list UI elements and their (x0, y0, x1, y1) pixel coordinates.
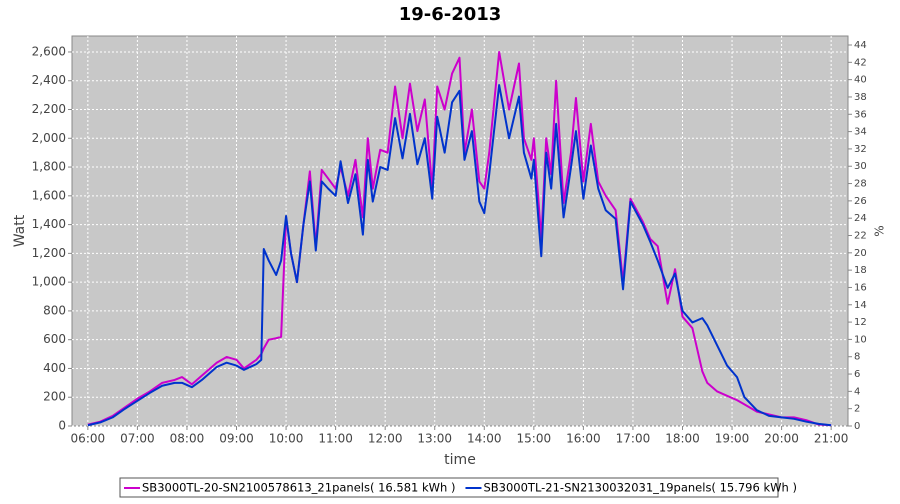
y2-axis-label: % (873, 225, 887, 236)
y2-tick-label: 40 (854, 75, 867, 86)
y-tick-label: 2,000 (32, 131, 66, 145)
x-tick-label: 07:00 (120, 432, 155, 446)
y-tick-label: 1,600 (32, 188, 66, 202)
y2-tick-label: 20 (854, 248, 867, 259)
x-tick-label: 09:00 (219, 432, 254, 446)
y2-tick-label: 42 (854, 57, 867, 68)
y-tick-label: 1,000 (32, 275, 66, 289)
y2-tick-label: 14 (854, 300, 867, 311)
legend-label: SB3000TL-21-SN2130032031_19panels( 15.79… (483, 481, 796, 495)
legend-label: SB3000TL-20-SN2100578613_21panels( 16.58… (142, 481, 455, 495)
y2-tick-label: 10 (854, 334, 867, 345)
y2-tick-label: 34 (854, 127, 867, 138)
x-tick-label: 20:00 (764, 432, 799, 446)
y-tick-label: 2,600 (32, 44, 66, 58)
series-line (87, 50, 832, 427)
y-tick-label: 200 (43, 390, 66, 404)
y-tick-label: 0 (58, 419, 66, 433)
y2-tick-label: 2 (854, 404, 860, 415)
y2-tick-label: 44 (854, 40, 867, 51)
x-tick-label: 18:00 (665, 432, 700, 446)
y-tick-label: 1,400 (32, 217, 66, 231)
x-tick-label: 14:00 (467, 432, 502, 446)
x-tick-label: 08:00 (170, 432, 205, 446)
y-tick-label: 400 (43, 361, 66, 375)
y-tick-label: 800 (43, 303, 66, 317)
y2-tick-label: 16 (854, 282, 867, 293)
y2-tick-label: 38 (854, 92, 867, 103)
y2-tick-label: 8 (854, 352, 860, 363)
y-tick-label: 2,400 (32, 73, 66, 87)
y2-tick-label: 36 (854, 109, 867, 120)
y-axis-label: Watt (12, 214, 28, 247)
x-tick-label: 16:00 (566, 432, 601, 446)
x-tick-label: 17:00 (616, 432, 651, 446)
x-tick-label: 19:00 (715, 432, 750, 446)
y-tick-label: 1,800 (32, 160, 66, 174)
y-tick-label: 1,200 (32, 246, 66, 260)
y-tick-label: 600 (43, 332, 66, 346)
x-tick-label: 11:00 (318, 432, 353, 446)
y2-tick-label: 22 (854, 231, 867, 242)
y2-tick-label: 18 (854, 265, 867, 276)
y2-tick-label: 26 (854, 196, 867, 207)
y2-tick-label: 30 (854, 161, 867, 172)
x-axis-label: time (444, 452, 476, 468)
y2-tick-label: 6 (854, 369, 860, 380)
x-tick-label: 15:00 (517, 432, 552, 446)
x-tick-label: 21:00 (814, 432, 849, 446)
y2-tick-label: 24 (854, 213, 867, 224)
x-tick-label: 06:00 (71, 432, 106, 446)
y2-tick-label: 12 (854, 317, 867, 328)
x-tick-label: 13:00 (417, 432, 452, 446)
y-tick-label: 2,200 (32, 102, 66, 116)
y2-tick-label: 28 (854, 179, 867, 190)
x-tick-label: 12:00 (368, 432, 403, 446)
series-line (87, 84, 832, 427)
y2-tick-label: 4 (854, 386, 860, 397)
x-tick-label: 10:00 (269, 432, 304, 446)
legend (119, 477, 779, 498)
y2-tick-label: 32 (854, 144, 867, 155)
y2-tick-label: 0 (854, 421, 860, 432)
chart-title: 19-6-2013 (399, 4, 502, 25)
